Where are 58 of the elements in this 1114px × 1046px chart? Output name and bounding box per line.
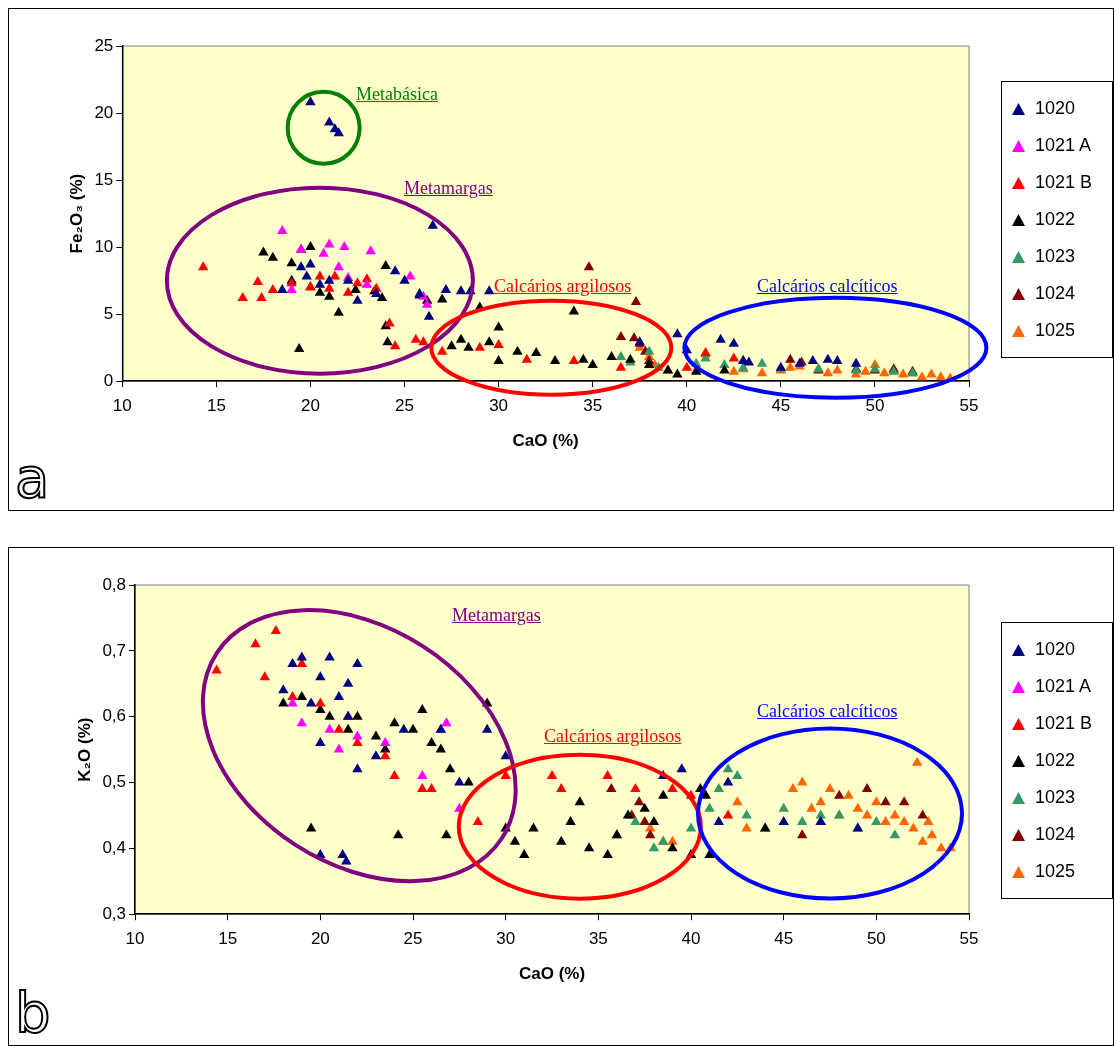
x-tick-label: 50 — [866, 929, 886, 949]
y-axis-title: K₂O (%) — [74, 717, 94, 782]
x-tick-label: 10 — [125, 929, 145, 949]
annotation: Metabásica — [356, 84, 438, 105]
y-tick-label: 0,8 — [102, 574, 127, 594]
x-tick-label: 30 — [489, 396, 509, 416]
x-tick-label: 20 — [310, 929, 330, 949]
legend-label: 1024 — [1035, 283, 1076, 304]
annotation: Calcários calcíticos — [757, 276, 898, 297]
annotation: Calcários argilosos — [494, 276, 632, 297]
text: b — [15, 980, 51, 1045]
y-tick-label: 20 — [94, 102, 114, 122]
x-tick-label: 50 — [865, 396, 885, 416]
annotation: Calcários calcíticos — [757, 701, 898, 722]
y-tick-label: 25 — [94, 35, 114, 55]
x-axis-title: CaO (%) — [518, 964, 586, 984]
legend-label: 1022 — [1035, 750, 1076, 771]
x-tick-label: 45 — [774, 929, 794, 949]
annotation: Metamargas — [452, 605, 541, 626]
x-axis-title: CaO (%) — [512, 431, 579, 451]
y-tick-label: 15 — [94, 169, 114, 189]
legend-label: 1025 — [1035, 861, 1076, 882]
legend-label: 1025 — [1035, 320, 1076, 341]
text: a — [15, 445, 50, 510]
legend-label: 1021 A — [1035, 135, 1092, 156]
x-tick-label: 35 — [583, 396, 603, 416]
y-tick-label: 0,4 — [102, 838, 127, 858]
y-tick-label: 10 — [94, 236, 114, 256]
x-tick-label: 15 — [218, 929, 238, 949]
y-tick-label: 0 — [103, 370, 114, 390]
legend-label: 1020 — [1035, 98, 1076, 119]
annotation: Metamargas — [404, 178, 493, 199]
legend-label: 1024 — [1035, 824, 1076, 845]
x-tick-label: 40 — [677, 396, 697, 416]
legend-label: 1023 — [1035, 246, 1076, 267]
x-tick-label: 45 — [771, 396, 791, 416]
x-tick-label: 25 — [403, 929, 423, 949]
legend-label: 1021 A — [1035, 676, 1092, 697]
x-tick-label: 25 — [395, 396, 414, 416]
y-tick-label: 0,6 — [102, 706, 127, 726]
x-tick-label: 15 — [206, 396, 226, 416]
x-tick-label: 55 — [959, 396, 979, 416]
y-axis-title: Fe₂O₃ (%) — [66, 173, 86, 254]
y-tick-label: 5 — [103, 303, 114, 323]
y-tick-label: 0,3 — [102, 903, 127, 923]
legend-label: 1021 B — [1035, 713, 1093, 734]
x-tick-label: 30 — [496, 929, 516, 949]
y-tick-label: 0,5 — [102, 772, 127, 792]
legend-label: 1021 B — [1035, 172, 1093, 193]
annotation: Calcários argilosos — [544, 726, 682, 747]
y-tick-label: 0,7 — [102, 640, 127, 660]
legend-label: 1020 — [1035, 639, 1076, 660]
x-tick-label: 55 — [959, 929, 979, 949]
legend-label: 1022 — [1035, 209, 1076, 230]
x-tick-label: 35 — [588, 929, 608, 949]
x-tick-label: 40 — [681, 929, 701, 949]
legend-label: 1023 — [1035, 787, 1076, 808]
x-tick-label: 20 — [301, 396, 320, 416]
